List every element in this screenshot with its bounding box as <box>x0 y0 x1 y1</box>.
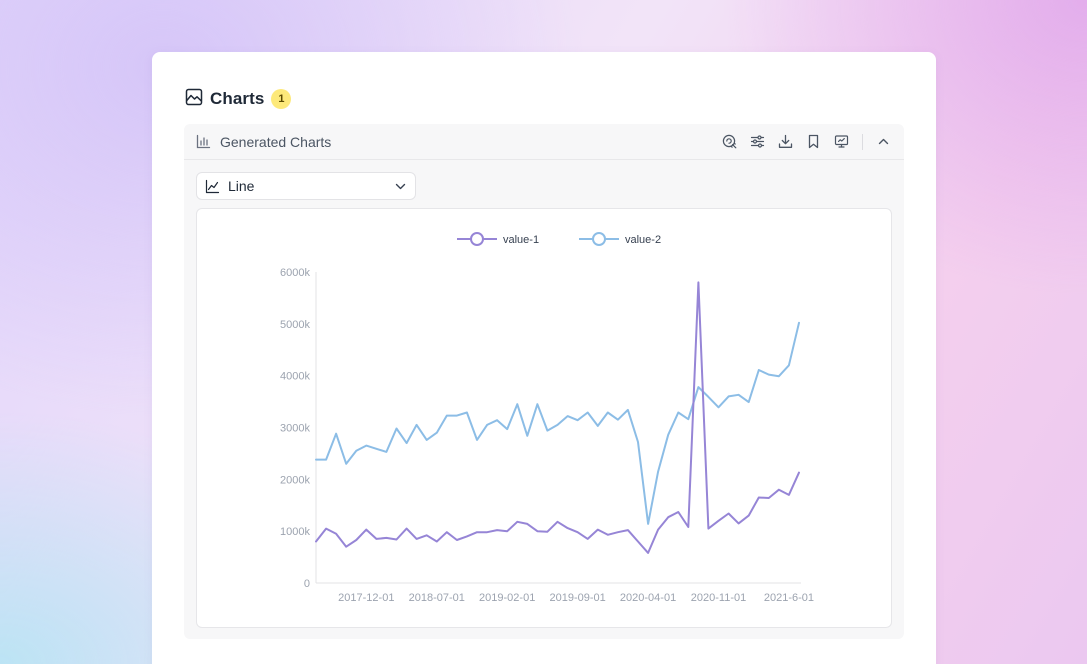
bar-chart-icon <box>196 134 211 149</box>
legend-swatch-marker <box>470 232 484 246</box>
chart-card: value-1 value-2 0 1000k 2000k 3000k 4000k 5000… <box>196 208 892 628</box>
charts-panel: Charts 1 Generated Charts <box>152 52 936 664</box>
section-title: Generated Charts <box>220 133 332 150</box>
settings-sliders-icon[interactable] <box>749 133 766 150</box>
panel-title: Charts <box>210 89 265 108</box>
chart-legend: value-1 value-2 <box>457 232 661 246</box>
present-icon[interactable] <box>833 133 850 150</box>
chart-axes: 0 1000k 2000k 3000k 4000k 5000k 6000k 2017-12-0… <box>280 267 814 604</box>
generated-charts-section: Generated Charts <box>184 124 904 639</box>
x-tick-label: 2019-02-01 <box>479 592 535 604</box>
legend-swatch-marker <box>592 232 606 246</box>
y-tick-label: 6000k <box>280 267 310 279</box>
download-icon[interactable] <box>777 133 794 150</box>
y-tick-label: 3000k <box>280 423 310 435</box>
ai-chart-icon[interactable] <box>721 133 738 150</box>
series-line-value-1 <box>315 281 800 554</box>
legend-label: value-2 <box>625 234 661 246</box>
y-tick-label: 0 <box>304 578 310 590</box>
line-chart: value-1 value-2 0 1000k 2000k 3000k 4000k 5000… <box>280 232 814 604</box>
line-chart-icon <box>205 179 220 194</box>
section-header: Generated Charts <box>184 124 904 160</box>
x-tick-label: 2017-12-01 <box>338 592 394 604</box>
y-tick-label: 2000k <box>280 474 310 486</box>
series-line-value-2 <box>315 321 800 525</box>
panel-header: Charts 1 <box>185 87 292 111</box>
y-tick-label: 5000k <box>280 319 310 331</box>
bookmark-icon[interactable] <box>805 133 822 150</box>
x-tick-label: 2020-04-01 <box>620 592 676 604</box>
section-toolbar <box>721 133 892 150</box>
image-icon <box>185 88 203 111</box>
y-tick-label: 1000k <box>280 526 310 538</box>
count-badge: 1 <box>271 89 292 109</box>
legend-label: value-1 <box>503 234 539 246</box>
chart-lines <box>315 281 800 554</box>
x-tick-label: 2021-6-01 <box>764 592 814 604</box>
legend-item-value-1[interactable]: value-1 <box>457 232 539 246</box>
x-tick-label: 2020-11-01 <box>691 592 746 604</box>
chart-type-value: Line <box>228 178 255 194</box>
y-tick-label: 4000k <box>280 371 310 383</box>
chart-type-select[interactable]: Line <box>196 172 416 200</box>
toolbar-divider <box>862 133 863 150</box>
legend-item-value-2[interactable]: value-2 <box>579 232 661 246</box>
x-tick-label: 2019-09-01 <box>549 592 605 604</box>
chevron-down-icon <box>394 180 407 193</box>
chevron-up-icon[interactable] <box>875 133 892 150</box>
x-tick-label: 2018-07-01 <box>409 592 465 604</box>
